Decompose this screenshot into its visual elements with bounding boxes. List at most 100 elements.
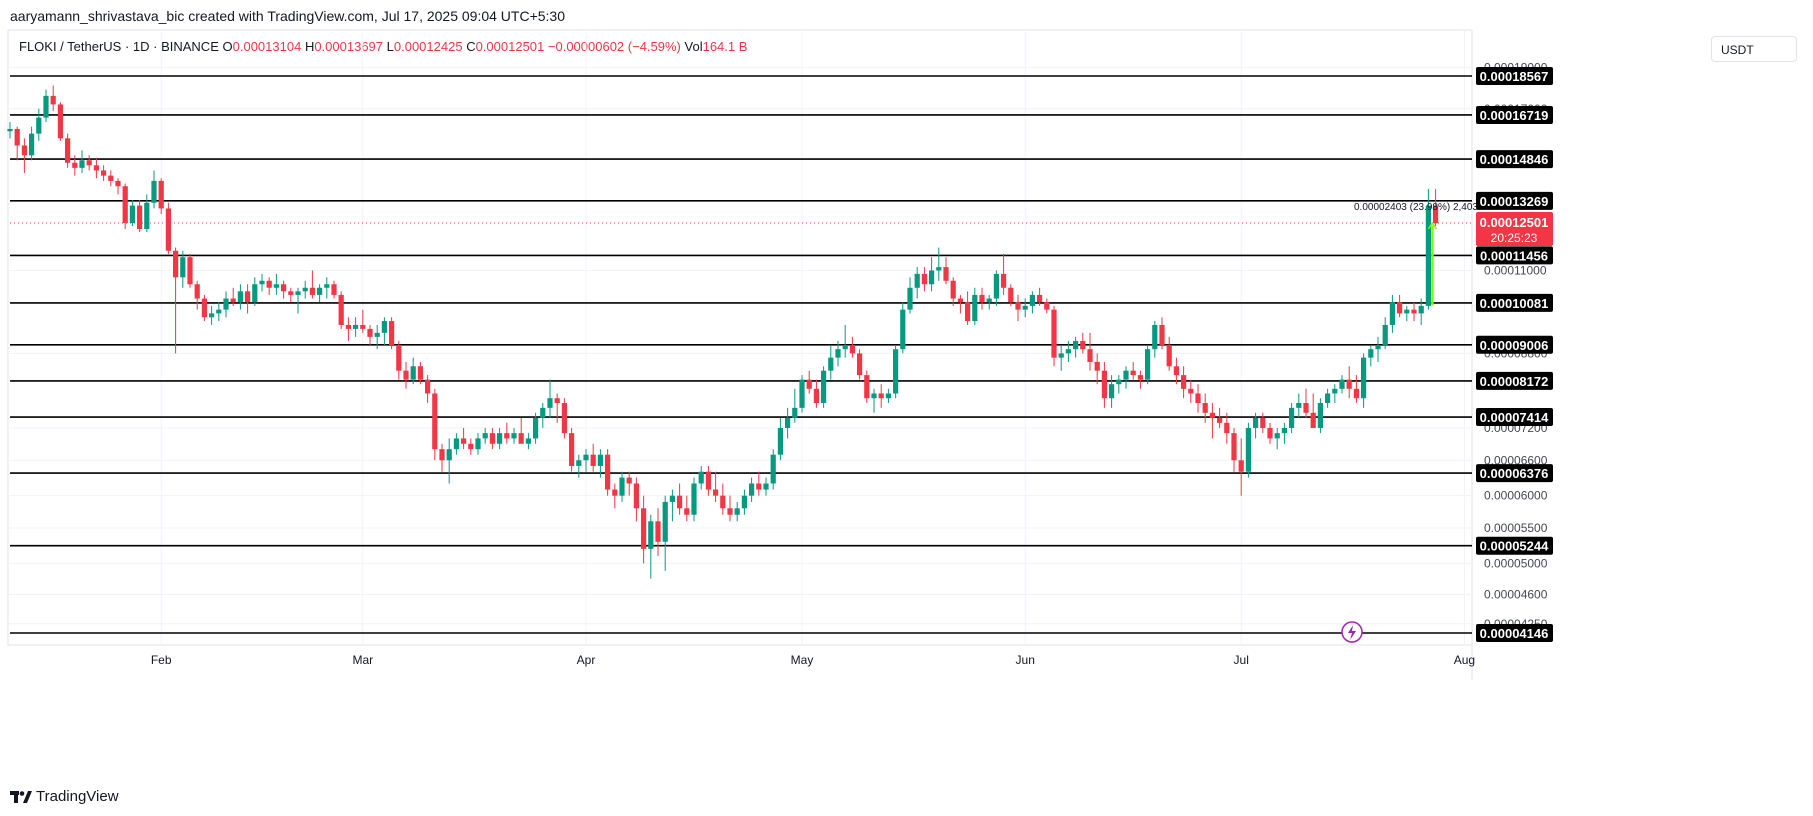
candle-body: [1051, 309, 1057, 358]
level-badge: [1476, 371, 1553, 390]
candle-body: [302, 287, 308, 292]
chart-credit: aaryamann_shrivastava_bic created with T…: [10, 8, 566, 24]
candle: [1101, 361, 1107, 408]
candle: [1188, 379, 1194, 404]
candle-body: [1145, 349, 1151, 380]
candle-body: [482, 433, 488, 439]
level-badge-label: 0.00007414: [1480, 410, 1549, 425]
candle: [547, 379, 553, 418]
candle-body: [705, 471, 711, 490]
candle: [273, 273, 279, 295]
candle: [381, 317, 387, 346]
candle-body: [763, 483, 769, 490]
candle-body: [583, 454, 589, 461]
candle-body: [1397, 302, 1403, 314]
candle: [1058, 345, 1064, 371]
candle-body: [93, 165, 99, 171]
candle-body: [403, 370, 409, 380]
candle: [151, 170, 157, 209]
candle-body: [1375, 345, 1381, 350]
candle: [561, 398, 567, 439]
symbol-name[interactable]: FLOKI / TetherUS · 1D · BINANCE: [19, 39, 219, 54]
candle: [1001, 253, 1007, 295]
candle-body: [842, 345, 848, 350]
candle: [1145, 345, 1151, 385]
lightning-icon[interactable]: [1341, 621, 1363, 643]
candle: [1253, 412, 1259, 439]
candle-body: [410, 366, 416, 380]
candle: [1303, 388, 1309, 418]
level-badge: [1476, 105, 1553, 124]
candle-body: [29, 133, 35, 156]
candle: [281, 280, 287, 299]
candle-body: [1224, 422, 1230, 434]
candle: [288, 287, 294, 303]
candle-body: [389, 321, 395, 346]
volume-value: 164.1 B: [702, 39, 748, 54]
candle: [201, 294, 207, 322]
level-badge: [1476, 464, 1553, 483]
candle-body: [907, 287, 913, 310]
high-label: H: [304, 39, 315, 54]
candle-body: [857, 353, 863, 376]
candle: [165, 202, 171, 254]
tradingview-logo[interactable]: TradingView: [10, 788, 119, 805]
candle: [799, 375, 805, 413]
candle: [360, 309, 366, 333]
volume-label: Vol: [684, 39, 703, 54]
candle: [1425, 188, 1431, 310]
candle-body: [259, 280, 265, 285]
candle-body: [525, 438, 531, 444]
candle-body: [1433, 205, 1439, 223]
candle: [605, 449, 611, 496]
candles: [7, 85, 1439, 579]
candle-body: [770, 454, 776, 484]
candle: [425, 375, 431, 404]
tradingview-logo-icon: [10, 790, 32, 803]
candle-body: [1296, 403, 1302, 408]
candle: [1368, 345, 1374, 367]
level-badge: [1476, 335, 1553, 354]
candle: [338, 291, 344, 329]
candle: [173, 247, 179, 354]
candle-body: [1411, 309, 1417, 314]
candle-body: [813, 388, 819, 404]
candle-body: [1130, 370, 1136, 376]
candle-body: [885, 393, 891, 399]
candle-body: [1209, 412, 1215, 418]
candle-body: [986, 298, 992, 303]
candle: [518, 417, 524, 444]
candle-body: [115, 180, 121, 187]
candle: [216, 302, 222, 322]
candle-body: [785, 417, 791, 428]
candle: [115, 178, 121, 195]
candle: [662, 495, 668, 571]
symbol-legend: FLOKI / TetherUS · 1D · BINANCE O0.00013…: [19, 39, 747, 54]
candle-body: [504, 433, 510, 439]
candle: [806, 370, 812, 394]
candle: [1195, 384, 1201, 413]
candle: [770, 449, 776, 490]
currency-button[interactable]: USDT: [1711, 36, 1797, 62]
level-badge-label: 0.00010081: [1480, 296, 1549, 311]
candle: [93, 157, 99, 179]
candle: [864, 370, 870, 404]
candle: [655, 508, 661, 557]
candle: [972, 287, 978, 325]
candle-body: [180, 257, 186, 278]
candle-body: [468, 443, 474, 450]
candle-body: [1418, 305, 1424, 314]
candle: [1361, 353, 1367, 408]
level-badge: [1476, 191, 1553, 210]
candle-body: [187, 257, 193, 285]
candle: [921, 267, 927, 292]
candle-body: [360, 324, 366, 329]
candle-body: [245, 291, 251, 303]
candle: [1202, 393, 1208, 423]
y-tick-label: 0.00005000: [1484, 556, 1548, 570]
candle-body: [1137, 375, 1143, 380]
candle: [43, 89, 49, 123]
candle-body: [122, 186, 128, 223]
candle: [763, 477, 769, 496]
